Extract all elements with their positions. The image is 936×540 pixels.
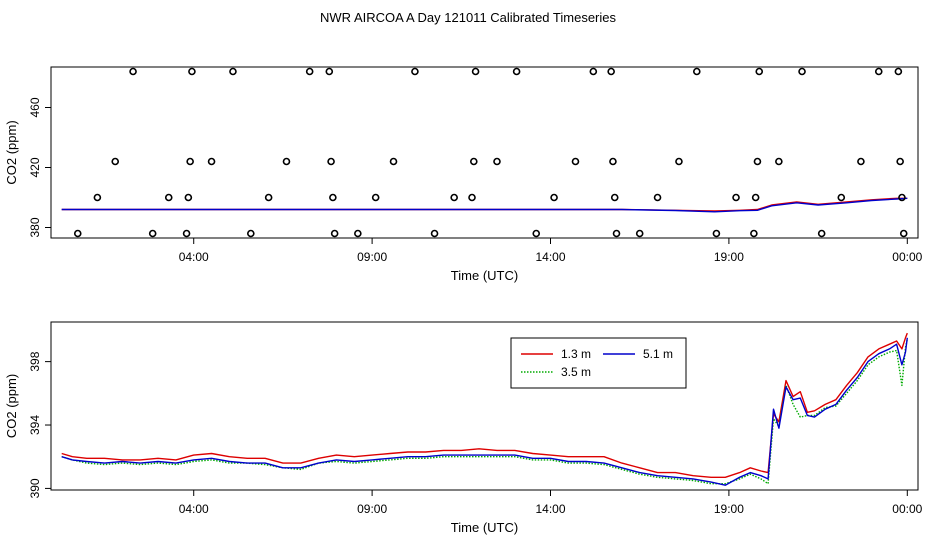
cal-point (327, 157, 335, 166)
legend-label: 5.1 m (643, 347, 673, 361)
cal-point (751, 193, 760, 202)
x-tick-label: 09:00 (357, 250, 387, 264)
bottom-panel-axes: 04:00 09:00 14:00 19:00 00:00 390 394 398 (28, 351, 923, 516)
cal-point (389, 157, 398, 166)
cal-point (493, 157, 501, 166)
cal-point (532, 229, 541, 238)
cal-point (894, 67, 903, 76)
bottom-panel-frame (50, 321, 919, 491)
y-tick-label: 390 (28, 478, 42, 498)
series-line-5-1-m (61, 337, 908, 486)
series-line-5-1-m (61, 197, 908, 213)
cal-point (182, 229, 191, 238)
cal-point (607, 67, 615, 76)
cal-point (164, 193, 173, 202)
x-tick-label: 00:00 (892, 502, 922, 516)
cal-point (229, 67, 237, 76)
cal-point (635, 229, 644, 238)
legend-label: 1.3 m (561, 347, 591, 361)
top-panel-series (61, 197, 908, 213)
bottom-panel-ylabel: CO2 (ppm) (4, 374, 19, 438)
cal-point (675, 157, 683, 166)
y-tick-label: 420 (28, 157, 42, 177)
bottom-panel: 04:00 09:00 14:00 19:00 00:00 390 394 398 Time … (4, 321, 923, 535)
x-tick-label: 04:00 (179, 250, 209, 264)
y-tick-label: 394 (28, 415, 42, 435)
cal-point (571, 157, 580, 166)
cal-point (712, 229, 721, 238)
cal-point (857, 157, 865, 166)
cal-point (282, 157, 291, 166)
cal-point (550, 193, 558, 202)
cal-point (129, 67, 137, 76)
cal-point (371, 193, 380, 202)
cal-point (899, 229, 908, 238)
top-panel-xlabel: Time (UTC) (451, 268, 518, 283)
cal-point (798, 67, 806, 76)
x-tick-label: 19:00 (714, 250, 744, 264)
cal-point (750, 229, 758, 238)
top-panel-ylabel: CO2 (ppm) (4, 120, 19, 184)
legend-box (510, 337, 687, 389)
cal-point (329, 193, 337, 202)
top-panel-frame (50, 66, 919, 239)
bottom-panel-series (61, 332, 908, 486)
x-tick-label: 09:00 (357, 502, 387, 516)
y-tick-label: 398 (28, 351, 42, 371)
x-tick-label: 00:00 (892, 250, 922, 264)
x-tick-label: 14:00 (535, 502, 565, 516)
top-panel: 04:00 09:00 14:00 19:00 00:00 380 420 460 Time … (4, 66, 923, 283)
cal-point (184, 193, 193, 202)
cal-point (612, 229, 621, 238)
cal-point (430, 229, 439, 238)
top-panel-cal-points (73, 67, 908, 238)
cal-point (207, 157, 216, 166)
cal-point (896, 157, 904, 166)
figure-title: NWR AIRCOA A Day 121011 Calibrated Times… (320, 10, 616, 25)
cal-point (653, 193, 662, 202)
cal-point (775, 157, 783, 166)
x-tick-label: 14:00 (535, 250, 565, 264)
x-tick-label: 04:00 (179, 502, 209, 516)
cal-point (512, 67, 521, 76)
cal-point (609, 157, 617, 166)
series-line-1-3-m (61, 332, 908, 478)
cal-point (354, 229, 362, 238)
cal-point (111, 157, 120, 166)
cal-point (186, 157, 194, 166)
cal-point (450, 193, 458, 202)
x-tick-label: 19:00 (714, 502, 744, 516)
cal-point (93, 193, 102, 202)
cal-point (469, 157, 478, 166)
series-line-3-5-m (61, 339, 908, 485)
cal-point (325, 67, 334, 76)
y-tick-label: 380 (28, 217, 42, 237)
cal-point (264, 193, 273, 202)
cal-point (305, 67, 314, 76)
cal-point (188, 67, 196, 76)
cal-point (247, 229, 255, 238)
cal-point (411, 67, 419, 76)
cal-point (330, 229, 339, 238)
cal-point (589, 67, 598, 76)
cal-point (692, 67, 701, 76)
cal-point (610, 193, 619, 202)
cal-point (753, 157, 762, 166)
y-tick-label: 460 (28, 97, 42, 117)
cal-point (817, 229, 826, 238)
cal-point (73, 229, 82, 238)
cal-point (471, 67, 480, 76)
legend-label: 3.5 m (561, 365, 591, 379)
cal-point (148, 229, 157, 238)
legend: 1.3 m 5.1 m 3.5 m (510, 337, 687, 389)
cal-point (898, 193, 906, 202)
cal-point (837, 193, 846, 202)
cal-point (732, 193, 740, 202)
cal-point (468, 193, 476, 202)
bottom-panel-xlabel: Time (UTC) (451, 520, 518, 535)
top-panel-axes: 04:00 09:00 14:00 19:00 00:00 380 420 460 (28, 97, 923, 264)
cal-point (755, 67, 764, 76)
cal-point (874, 67, 883, 76)
